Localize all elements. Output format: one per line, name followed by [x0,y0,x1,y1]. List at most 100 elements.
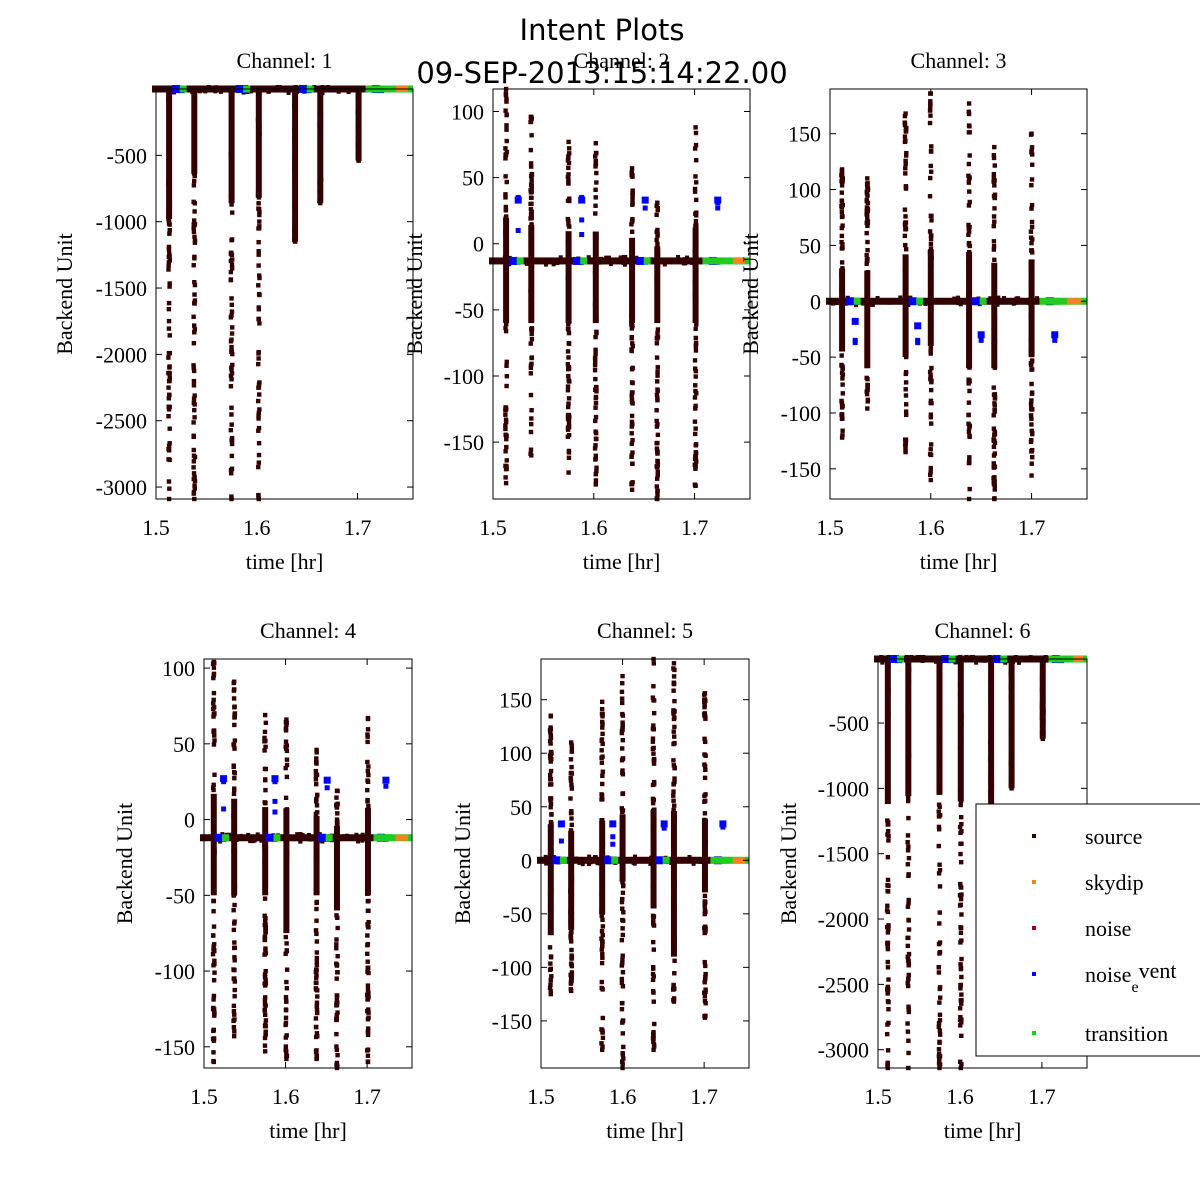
source-point [629,366,635,372]
source-point [542,258,547,263]
noise-event-point [715,200,721,206]
source-point [654,229,659,235]
source-point [528,195,534,200]
channel-6-title: Channel: 6 [935,618,1031,643]
source-point [967,425,972,430]
source-point [231,845,237,850]
source-point [671,803,677,808]
source-point [192,167,197,172]
source-point [651,751,656,756]
source-point [905,744,911,749]
source-point [292,155,297,161]
source-point [628,859,633,864]
source-point [966,109,972,114]
source-point [548,961,553,966]
source-point [1040,730,1046,735]
source-point [229,302,235,308]
source-point [929,379,934,385]
source-point [936,687,941,693]
source-point [694,459,699,464]
noise-event-point [324,785,330,791]
source-point [284,922,290,928]
source-point [957,1006,963,1011]
source-point [986,299,991,304]
source-point [1039,680,1045,685]
source-point [167,284,172,289]
source-point [211,714,216,719]
source-point [342,834,347,839]
source-point [936,700,941,705]
source-point [211,665,217,670]
source-point [886,923,891,928]
legend-label: skydip [1085,870,1144,895]
source-point [229,184,234,189]
source-point [284,757,290,762]
source-point [928,237,934,242]
source-point [982,658,987,663]
source-point [620,808,626,813]
source-point [957,746,963,751]
y-tick-label: -3000 [96,475,147,500]
source-point [569,876,575,882]
source-point [865,346,870,351]
source-point [313,811,319,817]
source-point [966,232,971,238]
source-point [365,715,371,721]
x-tick-label: 1.6 [946,1084,974,1109]
source-point [865,239,870,245]
noise-event-point [509,256,518,265]
source-point [1009,697,1015,702]
source-point [192,125,197,130]
source-point [594,329,599,335]
source-point [886,927,891,932]
source-point [504,99,509,104]
source-point [692,456,698,462]
source-point [246,832,251,837]
source-point [903,171,908,176]
source-point [229,453,235,459]
source-point [569,953,574,958]
source-point [840,382,845,387]
source-point [1040,663,1045,668]
source-point [566,139,571,145]
source-point [651,871,657,876]
source-point [619,1001,625,1006]
source-point [167,281,172,286]
source-point [937,725,943,730]
source-point [593,400,599,406]
source-point [865,382,870,388]
source-point [365,959,370,964]
source-point [232,810,237,816]
source-point [989,725,994,731]
source-point [365,739,370,745]
source-point [600,1015,605,1021]
source-point [1041,723,1046,728]
source-point [231,1018,236,1024]
source-point [988,718,994,723]
source-point [702,838,708,843]
source-point [619,937,625,943]
source-point [568,771,574,776]
source-point [619,963,625,968]
source-point [334,961,339,966]
source-point [1039,702,1045,708]
source-point [992,286,997,292]
transition-point [580,257,588,265]
source-point [503,304,508,309]
source-point [1030,250,1035,255]
source-point [568,810,574,816]
source-point [191,453,197,458]
source-point [988,690,993,695]
source-point [929,218,934,223]
source-point [293,178,298,184]
source-point [212,970,217,975]
source-point [293,150,298,155]
source-point [1029,407,1034,412]
source-point [1021,299,1026,304]
source-point [864,389,869,394]
source-point [587,854,592,859]
source-point [263,977,268,983]
source-point [702,980,707,985]
source-point [600,842,606,847]
